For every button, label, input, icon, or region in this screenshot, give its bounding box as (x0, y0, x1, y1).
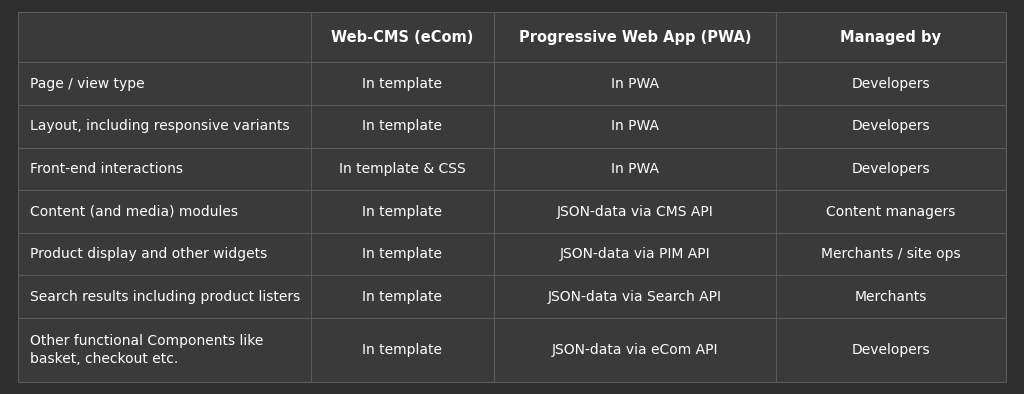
Text: Merchants: Merchants (855, 290, 927, 304)
Text: JSON-data via PIM API: JSON-data via PIM API (559, 247, 711, 261)
Bar (18, 12, 310, 62)
Text: In PWA: In PWA (611, 77, 658, 91)
Bar (776, 190, 1006, 233)
Text: Developers: Developers (852, 77, 931, 91)
Text: In PWA: In PWA (611, 119, 658, 133)
Text: Front-end interactions: Front-end interactions (30, 162, 183, 176)
Text: In template: In template (362, 204, 442, 219)
Bar (494, 105, 776, 148)
Text: In PWA: In PWA (611, 162, 658, 176)
Bar (310, 233, 494, 275)
Text: Search results including product listers: Search results including product listers (30, 290, 300, 304)
Text: In template & CSS: In template & CSS (339, 162, 466, 176)
Bar (494, 190, 776, 233)
Bar (494, 12, 776, 62)
Text: In template: In template (362, 247, 442, 261)
Bar (310, 105, 494, 148)
Bar (776, 62, 1006, 105)
Bar (18, 148, 310, 190)
Bar (18, 190, 310, 233)
Bar (18, 318, 310, 382)
Text: Product display and other widgets: Product display and other widgets (30, 247, 267, 261)
Bar (494, 275, 776, 318)
Bar (310, 190, 494, 233)
Bar (310, 62, 494, 105)
Text: Layout, including responsive variants: Layout, including responsive variants (30, 119, 290, 133)
Text: Web-CMS (eCom): Web-CMS (eCom) (331, 30, 473, 45)
Bar (310, 318, 494, 382)
Bar (310, 148, 494, 190)
Bar (776, 233, 1006, 275)
Bar (18, 275, 310, 318)
Text: Developers: Developers (852, 343, 931, 357)
Text: In template: In template (362, 119, 442, 133)
Text: JSON-data via eCom API: JSON-data via eCom API (552, 343, 718, 357)
Text: Content managers: Content managers (826, 204, 955, 219)
Bar (776, 12, 1006, 62)
Text: Managed by: Managed by (841, 30, 941, 45)
Text: Other functional Components like
basket, checkout etc.: Other functional Components like basket,… (30, 334, 263, 366)
Text: Merchants / site ops: Merchants / site ops (821, 247, 961, 261)
Text: In template: In template (362, 77, 442, 91)
Bar (18, 105, 310, 148)
Bar (494, 62, 776, 105)
Text: Page / view type: Page / view type (30, 77, 144, 91)
Text: In template: In template (362, 290, 442, 304)
Text: Content (and media) modules: Content (and media) modules (30, 204, 238, 219)
Bar (494, 318, 776, 382)
Bar (776, 275, 1006, 318)
Bar (494, 233, 776, 275)
Bar (18, 62, 310, 105)
Bar (310, 12, 494, 62)
Text: Developers: Developers (852, 162, 931, 176)
Bar (18, 233, 310, 275)
Bar (494, 148, 776, 190)
Text: JSON-data via CMS API: JSON-data via CMS API (556, 204, 714, 219)
Text: JSON-data via Search API: JSON-data via Search API (548, 290, 722, 304)
Bar (776, 105, 1006, 148)
Text: Progressive Web App (PWA): Progressive Web App (PWA) (518, 30, 751, 45)
Text: In template: In template (362, 343, 442, 357)
Bar (310, 275, 494, 318)
Bar (776, 148, 1006, 190)
Text: Developers: Developers (852, 119, 931, 133)
Bar (776, 318, 1006, 382)
